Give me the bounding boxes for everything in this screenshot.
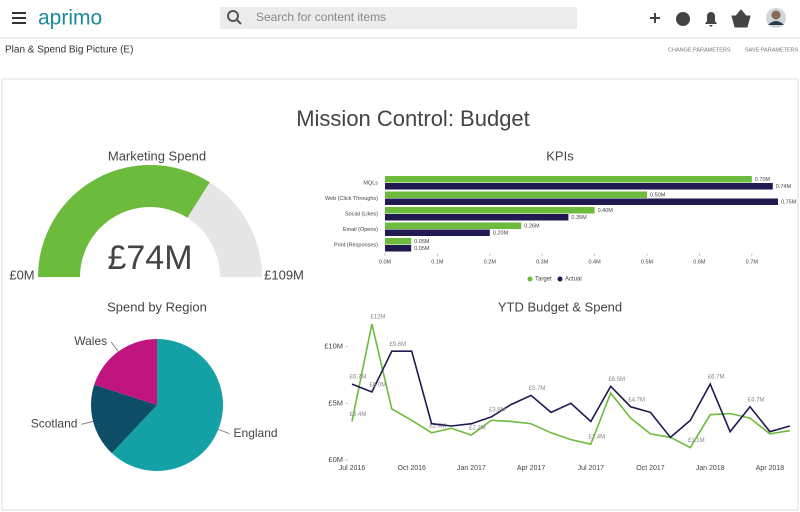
x-tick-label: 0.6M bbox=[693, 259, 706, 265]
x-tick-label: 0.5M bbox=[641, 259, 654, 265]
add-icon[interactable] bbox=[650, 13, 660, 23]
basket-icon[interactable] bbox=[731, 9, 751, 28]
x-tick-label: Jul 2016 bbox=[339, 465, 366, 472]
x-tick-label: 0.7M bbox=[746, 259, 759, 265]
save-parameters[interactable]: SAVE PARAMETERS bbox=[745, 47, 799, 53]
value-label: £6.7M bbox=[708, 375, 725, 381]
value-label: 0.26M bbox=[524, 223, 540, 229]
notification-icon[interactable] bbox=[705, 12, 717, 27]
value-label: 0.05M bbox=[414, 246, 430, 252]
slice-label: Scotland bbox=[31, 417, 78, 431]
logo[interactable]: aprimo bbox=[38, 7, 102, 30]
x-tick-label: 0.2M bbox=[484, 259, 497, 265]
bar bbox=[385, 207, 595, 214]
search-placeholder: Search for content items bbox=[256, 10, 386, 24]
value-label: 0.20M bbox=[493, 230, 509, 236]
value-label: £1.4M bbox=[588, 435, 605, 441]
value-label: £6.7M bbox=[350, 375, 367, 381]
x-tick-label: Oct 2016 bbox=[397, 465, 426, 472]
value-label: £3.8M bbox=[489, 408, 506, 414]
x-tick-label: Apr 2018 bbox=[756, 465, 785, 472]
bar bbox=[385, 229, 490, 236]
value-label: 0.75M bbox=[781, 199, 797, 205]
value-label: £2.4M bbox=[429, 423, 446, 429]
slice-label: Wales bbox=[74, 334, 107, 348]
bar bbox=[385, 183, 773, 190]
gauge-max-label: £109M bbox=[264, 267, 304, 282]
chart-title: Spend by Region bbox=[107, 299, 207, 314]
category-label: Web (Click Throughs) bbox=[325, 196, 378, 202]
page-title: Plan & Spend Big Picture (E) bbox=[5, 45, 133, 56]
category-label: MQLs bbox=[363, 180, 378, 186]
chart-title: Marketing Spend bbox=[108, 148, 206, 163]
leader-line bbox=[110, 341, 119, 352]
bar bbox=[385, 222, 522, 229]
bar bbox=[385, 191, 647, 198]
series-line bbox=[351, 350, 791, 439]
avatar[interactable] bbox=[766, 8, 786, 28]
bar bbox=[385, 238, 412, 245]
slice-label: England bbox=[234, 426, 278, 440]
leader-line bbox=[218, 428, 230, 435]
bar bbox=[385, 198, 778, 205]
legend-swatch bbox=[557, 276, 563, 282]
help-icon[interactable] bbox=[676, 12, 690, 26]
value-label: £1.1M bbox=[688, 438, 705, 444]
value-label: 0.40M bbox=[598, 208, 614, 214]
x-tick-label: Jan 2018 bbox=[696, 465, 725, 472]
change-parameters[interactable]: CHANGE PARAMETERS bbox=[668, 47, 731, 53]
value-label: £6.5M bbox=[608, 377, 625, 383]
bar bbox=[385, 245, 412, 252]
chart-title: YTD Budget & Spend bbox=[498, 299, 622, 314]
legend-label: Actual bbox=[565, 277, 582, 283]
bar bbox=[385, 176, 752, 183]
leader-line bbox=[81, 420, 94, 425]
value-label: 0.50M bbox=[650, 192, 666, 198]
x-tick-label: 0.1M bbox=[431, 259, 444, 265]
value-label: 0.74M bbox=[776, 184, 792, 190]
chart-title: KPIs bbox=[546, 148, 574, 163]
gauge-value bbox=[38, 164, 210, 277]
value-label: £6.0M bbox=[370, 383, 387, 389]
series-line bbox=[351, 323, 790, 449]
value-label: £5.7M bbox=[529, 386, 546, 392]
y-tick-label: £0M bbox=[328, 455, 343, 464]
x-tick-label: 0.0M bbox=[379, 259, 392, 265]
x-tick-label: Oct 2017 bbox=[636, 465, 665, 472]
category-label: Email (Opens) bbox=[343, 227, 378, 233]
value-label: 0.70M bbox=[755, 177, 771, 183]
x-tick-label: 0.4M bbox=[588, 259, 601, 265]
y-tick-label: £10M bbox=[324, 342, 343, 351]
x-tick-label: Apr 2017 bbox=[517, 465, 546, 472]
legend-label: Target bbox=[535, 277, 552, 283]
value-label: 0.35M bbox=[571, 215, 587, 221]
category-label: Print (Responses) bbox=[334, 242, 378, 248]
y-tick-label: £5M bbox=[328, 398, 343, 407]
search-icon bbox=[227, 10, 242, 25]
gauge-value-label: £74M bbox=[107, 239, 192, 277]
report-frame bbox=[1, 78, 799, 511]
dashboard-title: Mission Control: Budget bbox=[296, 106, 530, 131]
value-label: £3.4M bbox=[350, 412, 367, 418]
x-tick-label: Jul 2017 bbox=[578, 465, 605, 472]
pie-slice bbox=[90, 384, 157, 454]
pie-slice bbox=[94, 339, 157, 405]
pie-slice bbox=[111, 339, 224, 472]
x-tick-label: 0.3M bbox=[536, 259, 549, 265]
value-label: £9.6M bbox=[389, 342, 406, 348]
value-label: £4.7M bbox=[748, 397, 765, 403]
value-label: £12M bbox=[370, 315, 385, 321]
x-tick-label: Jan 2017 bbox=[457, 465, 486, 472]
legend-swatch bbox=[527, 276, 533, 282]
bar bbox=[385, 214, 569, 221]
category-label: Social (Likes) bbox=[345, 211, 378, 217]
menu-icon[interactable] bbox=[12, 12, 26, 24]
search-box[interactable] bbox=[220, 7, 577, 29]
value-label: 0.05M bbox=[414, 239, 430, 245]
value-label: £2.2M bbox=[469, 426, 486, 432]
gauge-min-label: £0M bbox=[9, 267, 34, 282]
value-label: £4.7M bbox=[628, 397, 645, 403]
